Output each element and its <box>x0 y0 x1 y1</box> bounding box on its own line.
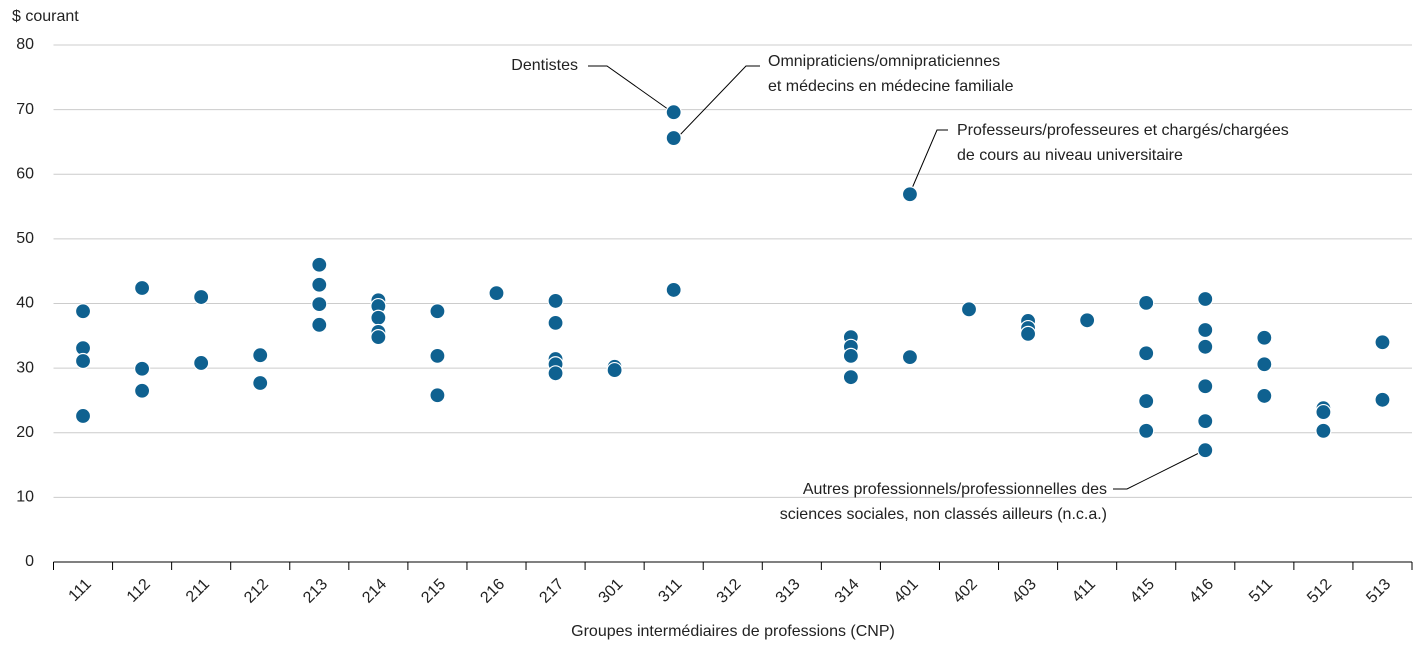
dot <box>311 296 328 313</box>
x-tick-label: 112 <box>124 576 154 606</box>
dot <box>1374 334 1391 351</box>
dot <box>842 369 859 386</box>
x-tick-label: 211 <box>183 576 213 606</box>
dot <box>665 281 682 299</box>
dot <box>901 186 919 203</box>
y-tick-label: 60 <box>16 165 34 182</box>
x-tick-label: 212 <box>241 576 272 607</box>
x-tick-label: 313 <box>773 576 804 607</box>
dot <box>1138 422 1155 439</box>
dot <box>311 256 328 273</box>
dot <box>133 382 151 399</box>
leader-line <box>909 129 948 194</box>
dot <box>1374 391 1391 408</box>
dot <box>1315 403 1332 421</box>
dot <box>252 374 269 392</box>
x-tick-label: 214 <box>359 576 390 607</box>
x-tick-label: 314 <box>832 576 863 607</box>
annotation: de cours au niveau universitaire <box>957 147 1183 164</box>
x-tick-label: 111 <box>66 576 95 605</box>
dot <box>1019 325 1037 342</box>
dot <box>311 276 328 293</box>
x-tick-label: 416 <box>1186 576 1217 607</box>
dot <box>606 361 623 379</box>
dot <box>901 349 919 366</box>
dot <box>370 329 387 346</box>
x-tick-label: 402 <box>950 576 981 607</box>
x-tick-label: 415 <box>1127 576 1158 607</box>
dot <box>1256 356 1273 373</box>
dot <box>1256 329 1273 346</box>
dot <box>547 292 564 310</box>
y-tick-label: 10 <box>16 489 34 506</box>
dot <box>74 352 92 370</box>
dot <box>370 309 387 326</box>
dot <box>74 303 92 320</box>
dot <box>1197 338 1214 355</box>
y-tick-label: 80 <box>16 36 34 53</box>
dot <box>1079 312 1096 329</box>
dot <box>429 303 446 320</box>
annotation: Omnipraticiens/omnipraticiennes <box>768 53 1000 70</box>
x-tick-label: 216 <box>477 576 508 607</box>
dot <box>1197 442 1214 459</box>
leader-line <box>676 65 760 139</box>
dot <box>1138 345 1155 362</box>
dot <box>842 347 859 364</box>
dot <box>133 279 151 297</box>
x-axis-label: Groupes intermédiaires de professions (C… <box>571 623 895 640</box>
x-tick-label: 311 <box>655 576 685 606</box>
dot <box>311 316 328 333</box>
y-tick-label: 0 <box>25 553 34 570</box>
dot <box>133 360 151 377</box>
dot <box>1315 422 1332 439</box>
dot <box>1138 294 1155 311</box>
dot <box>252 347 269 364</box>
annotation: sciences sociales, non classés ailleurs … <box>780 506 1107 523</box>
x-tick-label: 401 <box>891 576 922 607</box>
y-tick-label: 70 <box>16 101 34 118</box>
dot <box>193 288 210 306</box>
x-tick-label: 411 <box>1069 576 1099 606</box>
dot <box>1256 387 1273 405</box>
dot <box>547 365 564 382</box>
y-tick-label: 40 <box>16 295 34 312</box>
dot <box>429 387 446 404</box>
dot <box>193 354 210 372</box>
dot <box>1138 392 1155 410</box>
annotation: Autres professionnels/professionnelles d… <box>803 481 1107 498</box>
x-tick-label: 312 <box>714 576 745 607</box>
x-tick-label: 403 <box>1009 576 1040 607</box>
dot <box>665 104 682 121</box>
dot <box>1197 290 1214 308</box>
dot <box>429 347 446 364</box>
leader-line <box>588 65 673 113</box>
x-tick-label: 217 <box>536 576 567 607</box>
x-tick-label: 301 <box>596 576 627 607</box>
dot <box>1197 378 1214 395</box>
annotation: Dentistes <box>511 57 578 74</box>
dot <box>665 129 682 147</box>
annotation: Professeurs/professeures et chargés/char… <box>957 122 1289 139</box>
y-tick-label: 50 <box>16 230 34 247</box>
dot <box>1197 321 1214 339</box>
y-axis-label: $ courant <box>12 8 79 25</box>
y-tick-label: 30 <box>16 359 34 376</box>
dot <box>74 407 92 425</box>
x-tick-label: 215 <box>418 576 449 607</box>
x-tick-label: 513 <box>1363 576 1394 607</box>
y-tick-label: 20 <box>16 424 34 441</box>
dot <box>960 301 978 318</box>
annotation: et médecins en médecine familiale <box>768 78 1014 95</box>
x-tick-label: 213 <box>300 576 331 607</box>
leader-line <box>1113 449 1206 490</box>
dot <box>1197 413 1214 430</box>
dot <box>547 314 564 331</box>
dot <box>488 285 505 302</box>
x-tick-label: 512 <box>1304 576 1335 607</box>
x-tick-label: 511 <box>1246 576 1276 606</box>
